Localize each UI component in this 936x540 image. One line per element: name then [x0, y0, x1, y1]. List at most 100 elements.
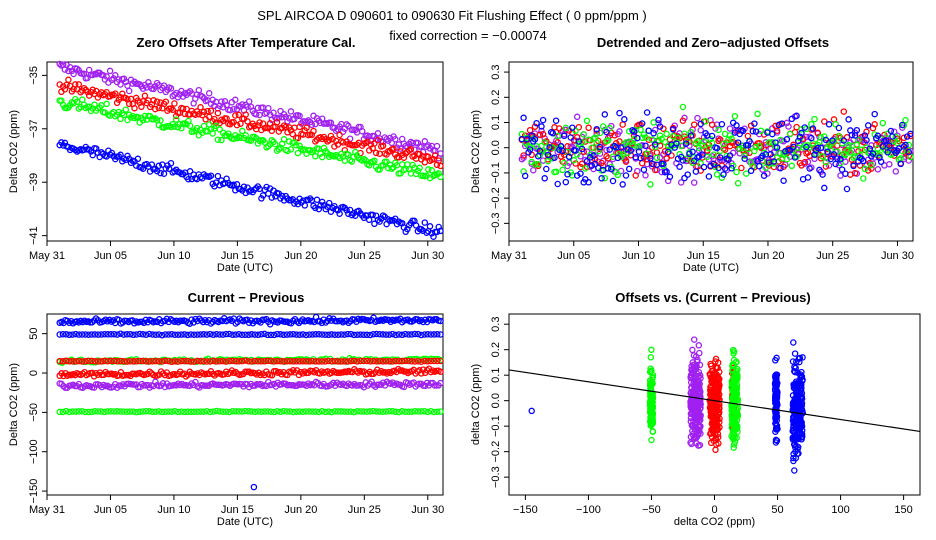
- data-point: [834, 155, 841, 162]
- data-point: [534, 161, 542, 168]
- data-point: [131, 104, 138, 112]
- data-point: [673, 140, 680, 147]
- data-point: [120, 358, 127, 365]
- data-point: [245, 408, 252, 415]
- data-point: [390, 145, 397, 153]
- data-point: [181, 357, 188, 365]
- data-point: [647, 150, 654, 158]
- data-point: [325, 199, 333, 207]
- data-point: [416, 164, 423, 172]
- data-point: [103, 100, 110, 108]
- data-point: [312, 408, 319, 415]
- data-point: [265, 104, 272, 112]
- data-point: [315, 408, 323, 416]
- data-point: [751, 120, 758, 127]
- data-point: [556, 146, 563, 154]
- data-point: [252, 111, 260, 118]
- data-points: [56, 313, 444, 491]
- data-point: [203, 331, 211, 338]
- data-point: [232, 96, 239, 104]
- data-point: [866, 149, 874, 157]
- data-point: [354, 331, 361, 338]
- data-point: [780, 163, 787, 170]
- data-point: [397, 145, 404, 152]
- data-point: [244, 118, 251, 125]
- data-point: [336, 131, 343, 139]
- data-point: [692, 435, 700, 442]
- data-point: [101, 330, 108, 338]
- data-point: [713, 152, 721, 160]
- data-point: [373, 330, 380, 338]
- data-point: [796, 354, 804, 362]
- data-point: [174, 331, 182, 338]
- data-point: [861, 165, 869, 173]
- data-point: [791, 383, 798, 390]
- data-point: [773, 389, 781, 397]
- y-axis: −0.3 −0.1 0.1 0.3 −0.2 0.0 0.2: [490, 317, 509, 488]
- data-point: [769, 139, 776, 146]
- data-point: [718, 174, 726, 182]
- data-point: [287, 108, 295, 115]
- data-point: [695, 429, 702, 437]
- data-point: [425, 166, 432, 173]
- data-point: [296, 358, 303, 365]
- data-point: [793, 434, 800, 442]
- data-point: [235, 111, 243, 119]
- data-points: [518, 103, 914, 193]
- data-point: [312, 138, 319, 145]
- data-point: [178, 331, 185, 338]
- data-point: [609, 177, 617, 185]
- data-point: [127, 95, 135, 103]
- data-point: [115, 153, 123, 160]
- data-point: [213, 330, 220, 338]
- data-point: [536, 131, 544, 139]
- data-point: [185, 175, 192, 183]
- data-point: [110, 330, 118, 338]
- data-point: [98, 331, 105, 338]
- data-point: [773, 144, 781, 151]
- data-point: [75, 331, 83, 338]
- data-point: [696, 361, 704, 369]
- data-point: [651, 143, 659, 151]
- data-point: [162, 331, 169, 338]
- data-point: [320, 144, 328, 152]
- data-point: [187, 408, 195, 416]
- data-point: [803, 125, 810, 133]
- data-point: [103, 73, 110, 80]
- data-point: [397, 170, 404, 177]
- data-point: [892, 168, 900, 175]
- x-axis: May 31 Jun 05 Jun 10 Jun 15 Jun 20 Jun 25 Jun …: [491, 241, 914, 262]
- data-point: [622, 172, 630, 179]
- data-point: [811, 115, 818, 123]
- data-point: [786, 130, 794, 138]
- data-point: [578, 145, 586, 153]
- data-point: [261, 330, 268, 338]
- data-point: [746, 137, 753, 145]
- data-point: [89, 151, 96, 159]
- data-point: [679, 117, 687, 124]
- data-point: [171, 358, 179, 365]
- data-point: [357, 357, 364, 365]
- data-point: [291, 115, 298, 123]
- data-point: [773, 400, 781, 407]
- data-point: [681, 174, 688, 182]
- data-point: [213, 358, 220, 365]
- data-point: [117, 408, 124, 415]
- data-point: [181, 331, 188, 338]
- data-point: [158, 408, 166, 416]
- data-point: [245, 98, 253, 105]
- data-point: [296, 112, 303, 120]
- data-point: [598, 175, 605, 182]
- data-point: [791, 467, 798, 474]
- data-point: [696, 349, 703, 357]
- data-point: [226, 106, 234, 114]
- data-point: [572, 160, 579, 167]
- data-point: [769, 130, 776, 138]
- data-point: [94, 408, 102, 415]
- y-tick-label: −0.3: [490, 466, 502, 488]
- data-point: [75, 81, 83, 88]
- data-point: [277, 107, 284, 115]
- data-point: [136, 330, 143, 338]
- data-point: [338, 408, 345, 415]
